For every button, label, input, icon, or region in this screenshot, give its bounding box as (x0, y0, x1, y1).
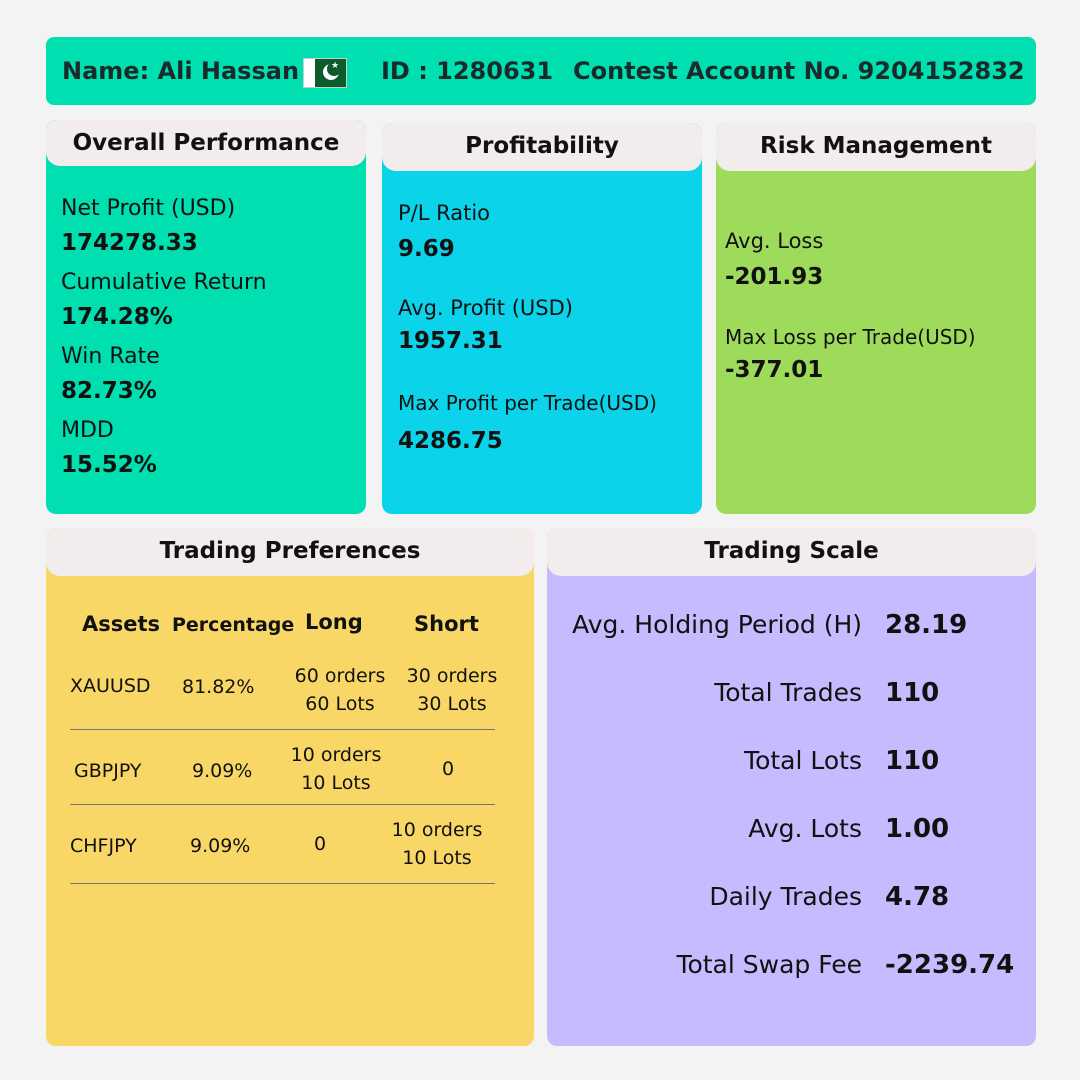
trading-scale-panel: Trading Scale Avg. Holding Period (H) 28… (547, 528, 1036, 1046)
avg-lots-label: Avg. Lots (748, 814, 862, 843)
table-row-short: 0 (441, 758, 455, 780)
avg-profit-value: 1957.31 (398, 328, 503, 354)
trader-name: Name: Ali Hassan (62, 57, 300, 85)
avg-lots-value: 1.00 (885, 814, 950, 844)
daily-trades-label: Daily Trades (709, 882, 862, 911)
avg-loss-label: Avg. Loss (725, 229, 824, 253)
table-row-long: 0 (313, 833, 327, 855)
total-trades-label: Total Trades (714, 678, 862, 707)
table-divider (70, 883, 495, 884)
trading-preferences-panel: Trading Preferences Assets Percentage Lo… (46, 528, 534, 1046)
net-profit-value: 174278.33 (61, 230, 198, 256)
column-header-assets: Assets (82, 612, 161, 636)
avg-loss-value: -201.93 (725, 264, 824, 290)
contest-account: Contest Account No. 9204152832 (573, 57, 1025, 85)
mdd-value: 15.52% (61, 452, 157, 478)
max-profit-value: 4286.75 (398, 428, 503, 454)
pakistan-flag-icon: ★ (304, 59, 346, 87)
win-rate-label: Win Rate (61, 344, 160, 369)
max-profit-label: Max Profit per Trade(USD) (398, 391, 657, 415)
header-bar: Name: Ali Hassan ID : 1280631 Contest Ac… (46, 37, 1036, 105)
risk-management-title: Risk Management (716, 123, 1036, 171)
cumulative-return-value: 174.28% (61, 304, 173, 330)
table-row-percentage: 81.82% (182, 676, 255, 698)
risk-management-panel: Risk Management Avg. Loss -201.93 Max Lo… (716, 123, 1036, 514)
total-trades-value: 110 (885, 678, 940, 708)
table-row-short: 10 orders 10 Lots (391, 819, 483, 869)
total-swap-fee-value: -2239.74 (885, 950, 1015, 980)
profitability-title: Profitability (382, 123, 702, 171)
table-divider (70, 729, 495, 730)
cumulative-return-label: Cumulative Return (61, 270, 267, 295)
avg-profit-label: Avg. Profit (USD) (398, 296, 573, 320)
table-row-asset: CHFJPY (70, 835, 137, 857)
column-header-long: Long (305, 610, 363, 634)
profitability-panel: Profitability P/L Ratio 9.69 Avg. Profit… (382, 123, 702, 514)
overall-performance-panel: Overall Performance Net Profit (USD) 174… (46, 120, 366, 514)
total-lots-value: 110 (885, 746, 940, 776)
trading-preferences-title: Trading Preferences (46, 528, 534, 576)
pl-ratio-label: P/L Ratio (398, 201, 491, 225)
total-lots-label: Total Lots (744, 746, 862, 775)
avg-holding-period-value: 28.19 (885, 610, 968, 640)
pl-ratio-value: 9.69 (398, 236, 455, 262)
trading-scale-title: Trading Scale (547, 528, 1036, 576)
table-row-short: 30 orders 30 Lots (406, 665, 498, 715)
max-loss-label: Max Loss per Trade(USD) (725, 325, 976, 349)
net-profit-label: Net Profit (USD) (61, 196, 236, 221)
table-row-asset: GBPJPY (74, 760, 142, 782)
trader-id: ID : 1280631 (381, 57, 554, 85)
max-loss-value: -377.01 (725, 357, 824, 383)
total-swap-fee-label: Total Swap Fee (676, 950, 862, 979)
column-header-percentage: Percentage (172, 614, 295, 636)
daily-trades-value: 4.78 (885, 882, 950, 912)
mdd-label: MDD (61, 418, 114, 443)
table-row-long: 60 orders 60 Lots (294, 665, 386, 715)
win-rate-value: 82.73% (61, 378, 157, 404)
table-row-long: 10 orders 10 Lots (290, 744, 382, 794)
column-header-short: Short (414, 612, 479, 636)
avg-holding-period-label: Avg. Holding Period (H) (572, 610, 862, 639)
table-row-percentage: 9.09% (190, 835, 251, 857)
table-divider (70, 804, 495, 805)
table-row-asset: XAUUSD (70, 675, 151, 697)
table-row-percentage: 9.09% (192, 760, 253, 782)
overall-performance-title: Overall Performance (46, 120, 366, 166)
